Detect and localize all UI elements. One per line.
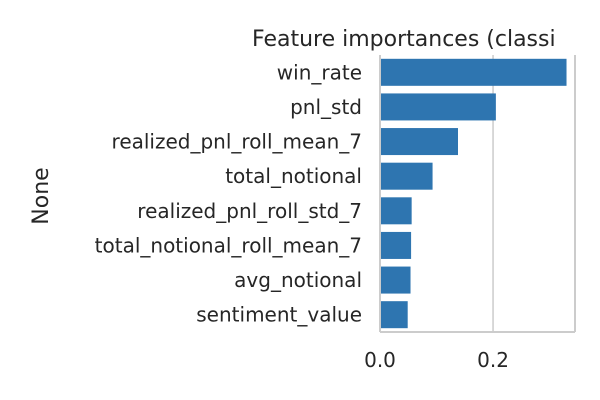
chart-title: Feature importances (classi bbox=[252, 27, 556, 52]
bar-total-notional bbox=[380, 162, 433, 190]
bar-avg-notional bbox=[380, 266, 411, 294]
bar-total-notional-roll-mean-7 bbox=[380, 231, 412, 259]
x-tick-label: 0.0 bbox=[364, 348, 396, 372]
y-tick-label: sentiment_value bbox=[196, 303, 362, 327]
y-tick-label: total_notional bbox=[225, 164, 362, 188]
bar-realized-pnl-roll-std-7 bbox=[380, 197, 412, 225]
axes-spines bbox=[379, 55, 576, 333]
y-tick-labels: win_rate pnl_std realized_pnl_roll_mean_7t… bbox=[95, 60, 362, 326]
y-tick-label: total_notional_roll_mean_7 bbox=[95, 233, 362, 257]
y-tick-label: realized_pnl_roll_mean_7 bbox=[112, 130, 362, 154]
y-tick-label: win_rate bbox=[277, 60, 362, 84]
y-tick-label: avg_notional bbox=[234, 268, 362, 292]
bars bbox=[380, 58, 567, 329]
bar-win-rate bbox=[380, 58, 567, 86]
bar-sentiment-value bbox=[380, 301, 408, 329]
x-tick-label: 0.2 bbox=[477, 348, 509, 372]
x-tick-labels: 0.0 0.2 bbox=[364, 348, 509, 372]
bar-pnl-std bbox=[380, 93, 496, 121]
y-tick-label: pnl_std bbox=[290, 95, 362, 119]
y-tick-label: realized_pnl_roll_std_7 bbox=[137, 199, 362, 223]
bar-realized-pnl-roll-mean-7 bbox=[380, 128, 458, 156]
y-axis-label: None bbox=[29, 167, 54, 224]
